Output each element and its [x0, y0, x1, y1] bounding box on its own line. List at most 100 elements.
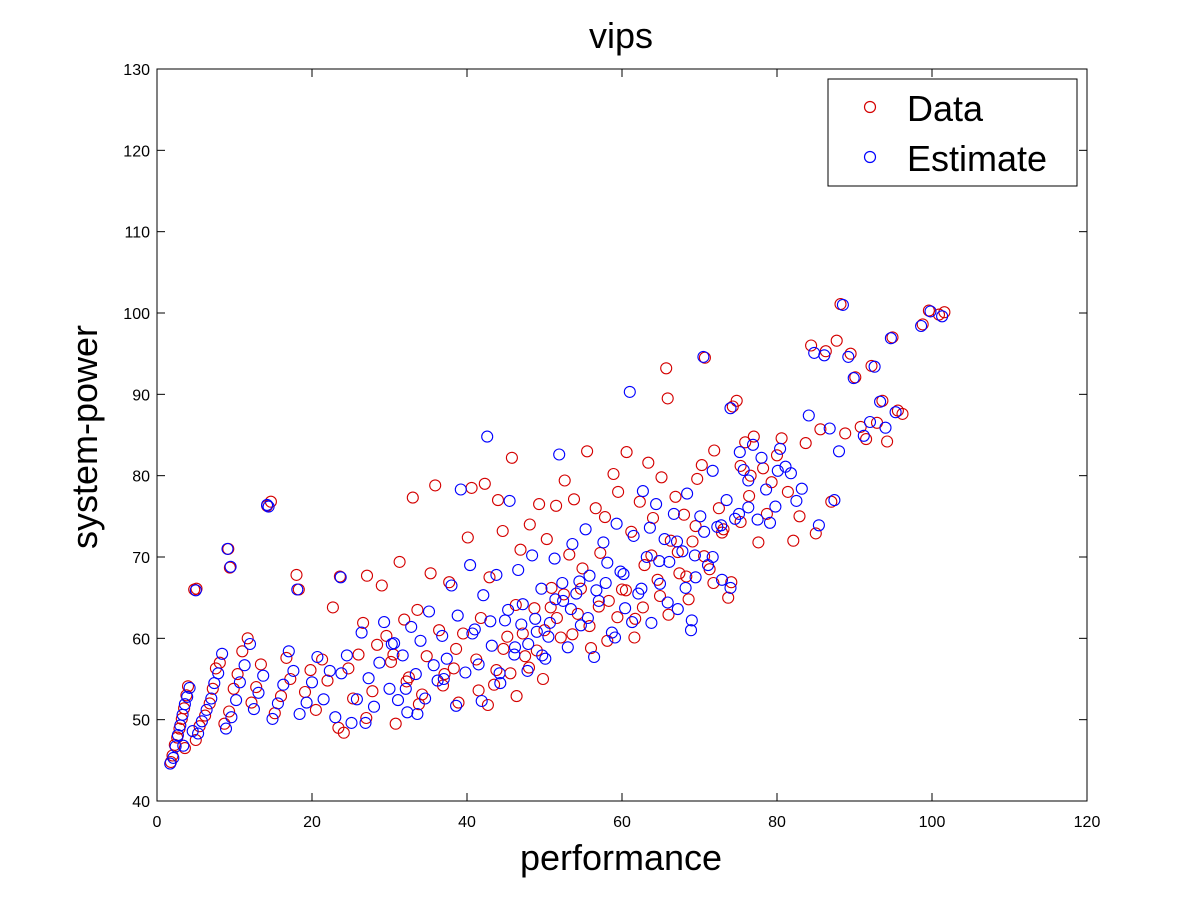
data-point-estimate — [169, 740, 182, 753]
data-point-data — [516, 627, 529, 640]
data-point-data — [357, 616, 370, 629]
data-point-data — [457, 627, 470, 640]
data-point-estimate — [588, 650, 601, 664]
data-point-estimate — [670, 535, 684, 548]
data-point-data — [854, 420, 867, 433]
data-point-data — [333, 570, 346, 583]
data-point-estimate — [879, 421, 892, 434]
data-point-estimate — [323, 664, 336, 677]
data-point-estimate — [508, 641, 522, 654]
data-point-estimate — [724, 402, 737, 415]
data-point-data — [497, 642, 510, 655]
data-point-estimate — [553, 448, 566, 461]
data-point-estimate — [164, 757, 177, 770]
data-point-estimate — [373, 656, 386, 669]
data-point-estimate — [635, 582, 648, 595]
data-point-estimate — [627, 529, 640, 542]
data-point-data — [236, 645, 249, 658]
data-point-data — [686, 535, 699, 548]
data-point-data — [611, 611, 624, 624]
data-point-estimate — [494, 677, 507, 690]
data-point-estimate — [769, 500, 782, 513]
data-point-estimate — [812, 519, 825, 532]
data-point-estimate — [863, 415, 877, 429]
data-point-estimate — [515, 618, 528, 631]
data-point-estimate — [732, 507, 746, 520]
data-point-data — [254, 658, 267, 671]
data-point-data — [793, 510, 806, 523]
data-point-data — [662, 608, 675, 621]
data-point-data — [602, 594, 615, 607]
data-point-estimate — [350, 693, 363, 706]
data-point-estimate — [663, 555, 676, 568]
data-point-estimate — [359, 716, 372, 729]
data-point-data — [916, 318, 929, 331]
data-point-estimate — [802, 409, 815, 422]
y-tick-label: 40 — [132, 794, 150, 811]
data-point-estimate — [529, 612, 542, 625]
data-point-estimate — [715, 573, 729, 586]
data-point-data — [739, 436, 752, 449]
data-point-estimate — [874, 395, 887, 408]
data-point-estimate — [737, 463, 750, 477]
data-point-data — [481, 698, 494, 712]
y-tick-label: 100 — [123, 306, 150, 323]
data-point-data — [673, 567, 686, 580]
data-point-data — [223, 705, 236, 718]
data-point-data — [450, 642, 463, 655]
data-point-data — [393, 555, 406, 568]
data-point-estimate — [167, 751, 180, 764]
data-point-data — [389, 717, 402, 730]
data-point-data — [712, 502, 725, 515]
data-point-estimate — [755, 451, 768, 464]
data-point-data — [241, 632, 254, 645]
data-point-data — [660, 362, 673, 375]
data-point-data — [615, 583, 629, 596]
data-point-estimate — [293, 707, 306, 721]
data-point-estimate — [414, 634, 427, 647]
data-point-estimate — [383, 682, 396, 695]
data-point-estimate — [818, 349, 831, 362]
data-point-estimate — [661, 596, 674, 609]
data-point-estimate — [746, 438, 760, 451]
data-point-data — [366, 685, 379, 698]
data-point-estimate — [454, 483, 467, 496]
data-point-estimate — [694, 510, 707, 523]
data-point-estimate — [221, 542, 234, 555]
data-point-data — [584, 642, 598, 655]
data-point-estimate — [261, 498, 274, 511]
ticks-layer: 0 20 40 60 80 100 120 40 50 60 70 80 90 100 110 120 130 — [123, 62, 1100, 831]
data-point-estimate — [419, 692, 432, 705]
data-point-estimate — [836, 298, 849, 311]
data-point-estimate — [936, 310, 949, 323]
data-point-data — [896, 407, 909, 420]
data-point-estimate — [847, 372, 860, 385]
data-point-data — [554, 631, 567, 644]
data-point-data — [655, 471, 668, 484]
data-point-data — [698, 351, 711, 364]
data-point-estimate — [526, 549, 539, 562]
data-point-data — [424, 567, 437, 580]
data-point-estimate — [614, 565, 627, 578]
data-point-data — [830, 334, 843, 347]
data-point-estimate — [287, 664, 300, 677]
data-point-data — [501, 630, 514, 643]
data-point-estimate — [485, 639, 498, 652]
marks-layer — [164, 298, 951, 770]
data-point-estimate — [334, 571, 347, 584]
data-point-data — [321, 674, 334, 687]
data-point-data — [567, 493, 581, 506]
data-point-estimate — [640, 550, 653, 564]
data-point-estimate — [706, 550, 719, 564]
data-point-estimate — [566, 537, 579, 551]
data-point-estimate — [671, 603, 684, 616]
data-point-estimate — [685, 614, 698, 627]
data-point-estimate — [608, 631, 622, 644]
data-point-data — [629, 612, 642, 625]
data-point-estimate — [224, 560, 237, 573]
data-point-data — [496, 524, 509, 538]
data-point-data — [707, 576, 720, 590]
data-point-estimate — [733, 446, 746, 459]
data-point-estimate — [619, 602, 632, 615]
data-point-data — [550, 499, 563, 512]
